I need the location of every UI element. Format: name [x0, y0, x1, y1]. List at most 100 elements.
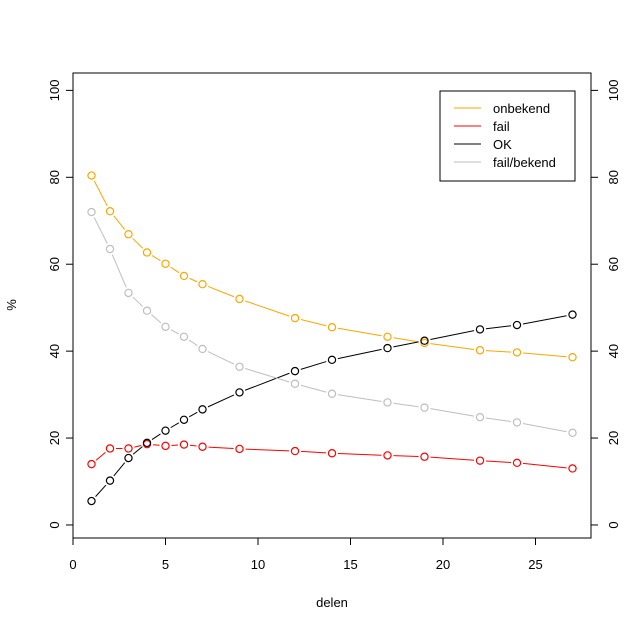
data-point: [105, 244, 115, 254]
data-point: [420, 336, 429, 345]
series-line-segment: [393, 455, 419, 458]
data-point: [512, 418, 522, 427]
series-line-segment: [485, 350, 512, 353]
series-line-segment: [522, 462, 567, 469]
axes: 0 5 10 15 20 25 0 0 20 20 40 40 60 60 80 80 100 100: [47, 80, 621, 572]
y-tick-label-right: 20: [606, 431, 621, 445]
legend-label: onbekend: [493, 101, 550, 116]
data-point: [383, 332, 392, 341]
series-line-segment: [208, 446, 234, 450]
data-point: [87, 171, 96, 180]
data-point: [475, 456, 485, 465]
y-tick-label-right: 60: [606, 257, 621, 271]
data-point: [420, 338, 429, 348]
data-point: [327, 355, 337, 365]
y-tick-label-left: 100: [47, 80, 62, 102]
data-point: [568, 353, 577, 362]
series-line-segment: [152, 444, 160, 446]
series-line-segment: [151, 314, 162, 324]
legend-label: fail: [493, 119, 510, 134]
data-point: [124, 230, 133, 239]
data-point: [179, 415, 189, 424]
series-line-segment: [207, 351, 235, 365]
legend-label: OK: [493, 137, 512, 152]
x-tick-label: 10: [251, 557, 265, 572]
series-line-segment: [337, 394, 382, 402]
series-line-segment: [188, 339, 198, 347]
series-line-segment: [337, 348, 382, 360]
series-line-segment: [95, 484, 107, 497]
data-point: [235, 362, 244, 371]
data-point: [290, 446, 300, 456]
data-point: [475, 412, 485, 422]
y-tick-label-right: 40: [606, 344, 621, 358]
series-line-segment: [189, 444, 197, 447]
series-line-segment: [337, 327, 382, 337]
data-point: [198, 344, 207, 354]
data-point: [105, 206, 115, 216]
data-point: [179, 271, 189, 281]
data-point: [198, 405, 207, 414]
data-point: [198, 442, 207, 451]
data-point: [87, 459, 96, 469]
data-point: [568, 428, 577, 438]
data-point: [179, 332, 189, 341]
data-point: [198, 280, 207, 289]
series-line-segment: [245, 300, 290, 317]
series-line-segment: [207, 285, 235, 298]
data-point: [105, 476, 115, 485]
series-line-segment: [245, 448, 290, 452]
series-fail: [87, 439, 577, 473]
series-line-segment: [300, 384, 327, 393]
series-line-segment: [522, 315, 567, 325]
series-line-segment: [300, 319, 327, 327]
series-line-segment: [132, 238, 144, 249]
data-point: [235, 294, 244, 304]
x-tick-label: 0: [69, 557, 76, 572]
data-point: [290, 379, 300, 388]
data-point: [161, 322, 170, 331]
data-point: [420, 403, 429, 412]
data-point: [512, 348, 522, 357]
series-line-segment: [300, 450, 327, 454]
x-axis-label: delen: [316, 595, 348, 610]
series-layer: [87, 171, 577, 506]
series-fail-bekend: [87, 207, 577, 438]
data-point: [235, 388, 244, 397]
y-tick-label-left: 0: [47, 521, 62, 528]
data-point: [512, 320, 522, 330]
data-point: [512, 458, 522, 468]
series-line-segment: [170, 329, 179, 335]
series-line-segment: [151, 433, 161, 440]
y-axis-label: %: [4, 299, 19, 311]
series-line-segment: [522, 423, 567, 433]
series-line-segment: [170, 422, 180, 429]
series-line-segment: [189, 277, 198, 283]
series-line-segment: [485, 417, 512, 423]
series-line-segment: [337, 452, 382, 456]
data-point: [383, 451, 392, 460]
data-point: [142, 306, 152, 315]
series-line-segment: [170, 266, 180, 274]
data-point: [420, 452, 429, 461]
y-tick-label-left: 40: [47, 344, 62, 358]
series-line-segment: [430, 343, 475, 350]
series-onbekend: [87, 171, 577, 362]
data-point: [105, 444, 115, 453]
x-tick-label: 25: [528, 557, 542, 572]
series-line-segment: [245, 368, 290, 383]
data-point: [124, 453, 133, 463]
y-tick-label-left: 80: [47, 170, 62, 184]
series-line-segment: [430, 456, 475, 461]
series-line-segment: [111, 254, 127, 288]
data-point: [87, 207, 96, 217]
series-line-segment: [393, 341, 419, 348]
y-tick-label-left: 60: [47, 257, 62, 271]
data-point: [327, 389, 337, 398]
data-point: [290, 313, 300, 323]
y-tick-label-right: 100: [606, 80, 621, 102]
data-point: [475, 346, 485, 355]
data-point: [568, 464, 577, 473]
series-line-segment: [95, 451, 106, 461]
